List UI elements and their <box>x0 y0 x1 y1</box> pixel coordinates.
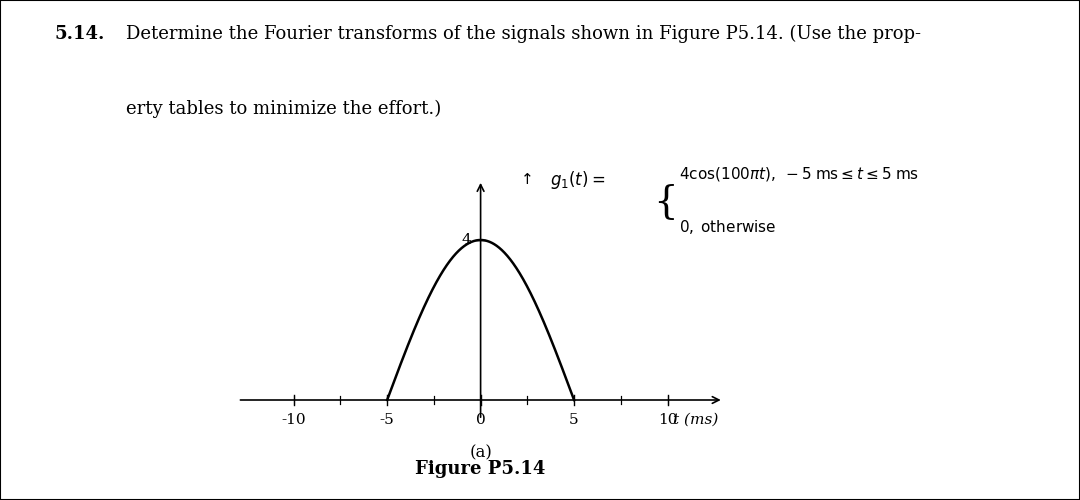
Text: -10: -10 <box>282 413 306 427</box>
Text: 5.14.: 5.14. <box>54 25 105 43</box>
Text: erty tables to minimize the effort.): erty tables to minimize the effort.) <box>125 99 441 117</box>
Text: {: { <box>653 184 678 221</box>
Text: Determine the Fourier transforms of the signals shown in Figure P5.14. (Use the : Determine the Fourier transforms of the … <box>125 25 920 44</box>
Text: 0: 0 <box>475 413 486 427</box>
Text: $\uparrow$: $\uparrow$ <box>518 172 534 188</box>
Text: $4\cos(100\pi t),\; -5\;\mathrm{ms} \leq t \leq 5\;\mathrm{ms}$: $4\cos(100\pi t),\; -5\;\mathrm{ms} \leq… <box>679 165 919 183</box>
Text: t (ms): t (ms) <box>673 413 718 427</box>
Text: 10: 10 <box>658 413 677 427</box>
Text: $0,\;\text{otherwise}$: $0,\;\text{otherwise}$ <box>679 218 777 236</box>
Text: 4: 4 <box>461 233 471 247</box>
Text: 5: 5 <box>569 413 579 427</box>
Text: $g_1(t) =$: $g_1(t) =$ <box>550 169 605 191</box>
Text: Figure P5.14: Figure P5.14 <box>416 460 545 477</box>
Text: -5: -5 <box>380 413 394 427</box>
Text: (a): (a) <box>469 444 492 461</box>
